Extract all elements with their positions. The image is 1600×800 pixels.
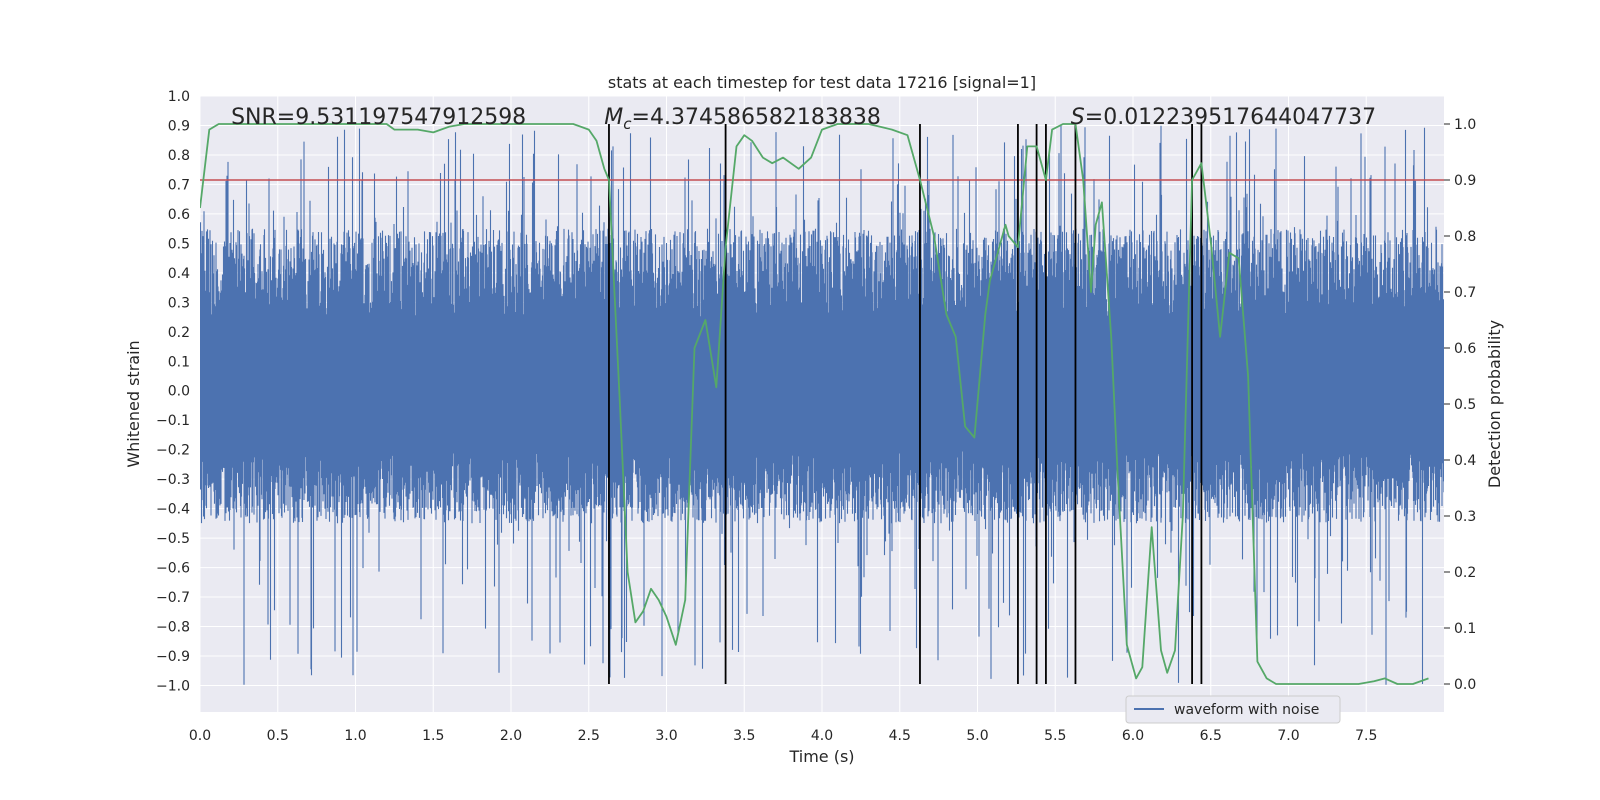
x-tick-label: 4.0	[811, 728, 833, 744]
waveform-line	[200, 125, 1444, 685]
y2-tick-label: 1.0	[1454, 117, 1476, 133]
y-tick-label: 0.7	[168, 177, 190, 193]
legend-box	[1125, 695, 1341, 724]
x-tick-label: 0.0	[189, 728, 211, 744]
y-tick-label: −0.8	[156, 620, 190, 636]
y-tick-label: 0.1	[168, 354, 190, 370]
y2-tick-label: 0.7	[1454, 285, 1476, 301]
x-tick-label: 3.0	[655, 728, 677, 744]
x-tick-label: 2.0	[500, 728, 522, 744]
x-tick-label: 6.5	[1200, 728, 1222, 744]
x-tick-label: 2.5	[578, 728, 600, 744]
x-tick-label: 6.0	[1122, 728, 1144, 744]
x-axis-label: Time (s)	[788, 747, 854, 766]
overlay-marks	[200, 124, 1444, 684]
x-tick-label: 3.5	[733, 728, 755, 744]
x-tick-label: 1.0	[344, 728, 366, 744]
y-tick-label: −0.6	[156, 561, 190, 577]
y2-tick-label: 0.0	[1454, 677, 1476, 693]
axes: 0.0 0.5 1.0 1.5 2.0 2.5 3.0 3.5 4.0 4.5 5.0 5.5 6.0 6…	[156, 89, 1476, 744]
y2-tick-label: 0.9	[1454, 173, 1476, 189]
y2-tick-label: 0.4	[1454, 453, 1476, 469]
spin-annotation: S=0.012239517644047737	[1071, 105, 1376, 130]
y2-tick-label: 0.6	[1454, 341, 1476, 357]
y2-tick-label: 0.1	[1454, 621, 1476, 637]
y-tick-label: 0.9	[168, 118, 190, 134]
chart-title: stats at each timestep for test data 172…	[608, 73, 1036, 92]
chirp-mass-annotation: Mc=4.374586582183838	[604, 105, 881, 133]
y2-tick-label: 0.8	[1454, 229, 1476, 245]
x-tick-label: 4.5	[889, 728, 911, 744]
y-tick-label: 0.8	[168, 148, 190, 164]
y-tick-label: 0.0	[168, 384, 190, 400]
y-tick-label: −0.2	[156, 443, 190, 459]
x-tick-label: 7.0	[1277, 728, 1299, 744]
x-tick-label: 7.5	[1355, 728, 1377, 744]
x-tick-label: 1.5	[422, 728, 444, 744]
probability-series	[200, 123, 1429, 685]
y-tick-label: −0.7	[156, 590, 190, 606]
legend: waveform with noise	[1125, 695, 1341, 724]
y-tick-label: −0.4	[156, 502, 190, 518]
snr-annotation: SNR=9.531197547912598	[231, 105, 526, 130]
y2-tick-label: 0.5	[1454, 397, 1476, 413]
y-tick-label: 0.3	[168, 295, 190, 311]
y-tick-label: 0.6	[168, 207, 190, 223]
y-tick-label: −0.1	[156, 413, 190, 429]
annotations: SNR=9.531197547912598 Mc=4.37458658218383…	[231, 105, 1376, 133]
x-tick-label: 0.5	[267, 728, 289, 744]
y-axis-label: Whitened strain	[124, 340, 143, 467]
probability-line	[200, 123, 1429, 685]
y-tick-label: −0.5	[156, 531, 190, 547]
y-tick-label: −0.9	[156, 649, 190, 665]
x-tick-label: 5.0	[966, 728, 988, 744]
y-tick-label: 0.2	[168, 325, 190, 341]
waveform-series	[200, 125, 1444, 685]
y-tick-label: −1.0	[156, 678, 190, 694]
x-tick-label: 5.5	[1044, 728, 1066, 744]
y2-axis-label: Detection probability	[1485, 320, 1504, 488]
y-tick-label: 0.4	[168, 266, 190, 282]
y2-tick-label: 0.3	[1454, 509, 1476, 525]
y-tick-label: 1.0	[168, 89, 190, 105]
y2-tick-label: 0.2	[1454, 565, 1476, 581]
legend-entry: waveform with noise	[1174, 702, 1319, 718]
y-tick-label: 0.5	[168, 236, 190, 252]
y-tick-label: −0.3	[156, 472, 190, 488]
